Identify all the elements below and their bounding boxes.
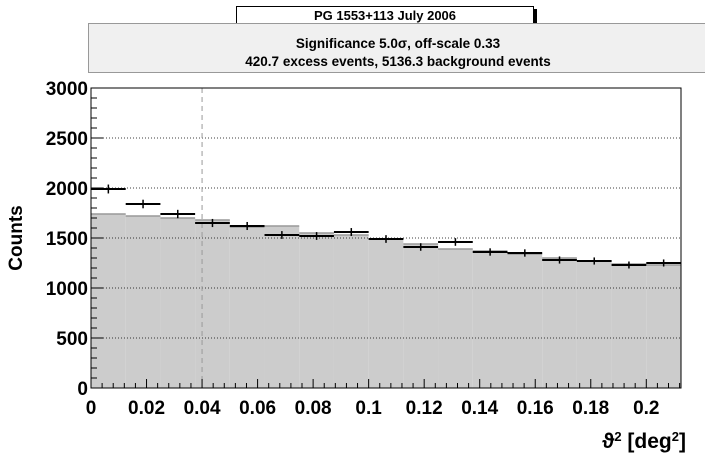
x-tick-label: 0.08 [295,398,332,419]
background-bar [576,261,612,388]
background-bar [91,214,126,388]
background-bar [368,239,404,388]
y-tick-label: 2000 [46,179,88,200]
y-tick-label: 500 [56,329,88,350]
background-histogram [91,213,681,388]
x-tick-label: 0.16 [517,398,554,419]
x-tick-label: 0.2 [633,398,659,419]
background-bar [299,233,334,388]
x-tick-label: 0.12 [406,398,443,419]
stats-significance: Significance 5.0σ, off-scale 0.33 [295,36,501,51]
stats-events: 420.7 excess events, 5136.3 background e… [245,54,551,69]
x-axis-label: ϑ2 [deg2] [602,429,686,454]
background-bar [472,251,508,388]
background-bar [195,220,230,388]
background-bar [542,258,577,388]
y-tick-label: 0 [77,379,88,400]
background-bar [229,227,265,388]
on-source-histogram [91,184,681,269]
x-tick-label: 0.04 [184,398,221,419]
background-bar [403,244,439,388]
background-bar [438,249,473,388]
background-bar [333,235,369,388]
x-tick-label: 0.1 [355,398,382,419]
y-axis-label: Counts [6,205,27,270]
y-tick-label: 1500 [46,229,88,250]
x-tick-label: 0 [86,398,97,419]
background-bar [160,218,196,388]
background-bar [125,216,161,388]
y-tick-label: 3000 [46,79,88,100]
y-tick-label: 2500 [46,129,88,150]
y-tick-label: 1000 [46,279,88,300]
stats-box: Significance 5.0σ, off-scale 0.33 420.7 … [88,23,705,73]
axes: 0 500 1000 1500 2000 2500 3000 0 0.02 0.04 0.06 0.0… [46,79,682,419]
x-tick-label: 0.02 [128,398,165,419]
x-tick-label: 0.18 [572,398,609,419]
background-bar [264,226,300,388]
x-tick-label: 0.06 [239,398,276,419]
background-bar [646,265,681,388]
background-bar [611,264,647,388]
background-bar [507,254,543,388]
x-tick-label: 0.14 [461,398,498,419]
